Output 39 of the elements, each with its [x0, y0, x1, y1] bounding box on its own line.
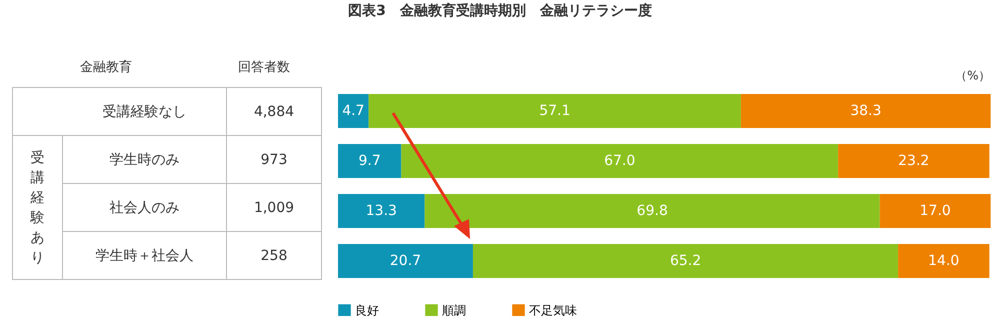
y-tick-label: 学生時のみ: [62, 136, 226, 184]
data-label: 69.8: [636, 203, 668, 219]
data-label: 4.7: [342, 103, 364, 119]
legend-label: 良好: [355, 304, 379, 318]
data-label: 13.3: [366, 203, 397, 219]
bar: [838, 144, 990, 178]
text: 1,009: [226, 184, 322, 232]
y-tick-label: 学生時＋社会人: [62, 232, 226, 280]
bar: [401, 144, 838, 178]
data-label: 23.2: [898, 153, 930, 169]
text: 258: [226, 232, 322, 280]
chart-title: 図表3 金融教育受講時期別 金融リテラシー度: [347, 2, 653, 20]
bar: [472, 244, 898, 278]
bar: [338, 194, 425, 228]
data-label: 9.7: [358, 153, 381, 169]
text: 回答者数: [238, 59, 290, 76]
text: 4,884: [226, 88, 322, 136]
bar: [338, 244, 473, 278]
bar: [898, 244, 990, 278]
bar: [880, 194, 991, 228]
text: 金融教育: [80, 58, 132, 76]
data-label: 57.1: [539, 103, 570, 119]
bar: [368, 94, 741, 128]
data-label: 67.0: [604, 153, 636, 169]
y-tick-label: 受講経験なし: [62, 88, 226, 136]
legend-label: 不足気味: [529, 304, 577, 318]
data-label: 17.0: [920, 203, 951, 219]
data-label: 20.7: [390, 253, 422, 269]
bar: [740, 94, 991, 128]
bar: [338, 94, 369, 128]
bar: [424, 194, 880, 228]
text: 受講経験あり: [29, 148, 46, 268]
data-label: 65.2: [670, 253, 702, 269]
text: 973: [226, 136, 322, 184]
data-label: 38.3: [850, 103, 882, 119]
y-tick-label: 社会人のみ: [62, 184, 226, 232]
bar: [338, 144, 402, 178]
x-axis-title: （%）: [955, 68, 990, 82]
data-label: 14.0: [928, 253, 960, 269]
